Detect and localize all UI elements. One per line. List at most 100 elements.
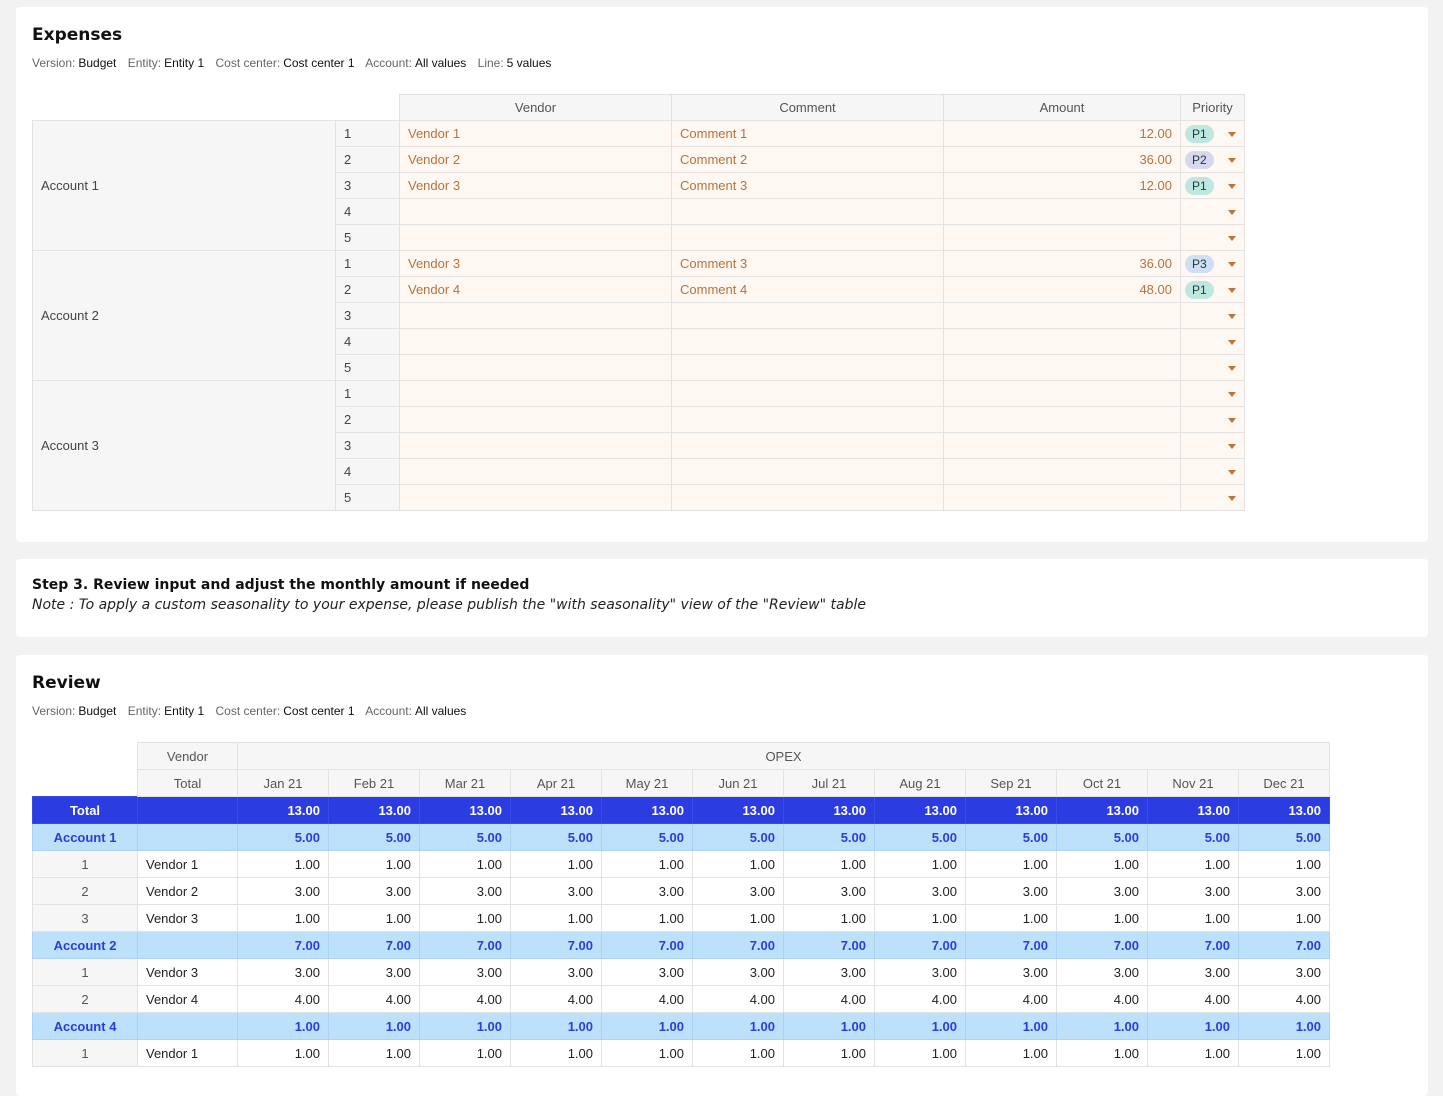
amount-cell[interactable]: 3.00	[510, 958, 602, 986]
amount-cell[interactable]: 3.00	[601, 958, 693, 986]
vendor-cell[interactable]	[399, 224, 672, 251]
filter-account[interactable]: Account: All values	[365, 56, 466, 70]
filter-entity[interactable]: Entity: Entity 1	[128, 704, 204, 718]
amount-cell[interactable]: 1.00	[237, 904, 329, 932]
amount-cell[interactable]: 1.00	[965, 850, 1057, 878]
amount-cell[interactable]	[943, 484, 1181, 511]
amount-cell[interactable]: 3.00	[692, 958, 784, 986]
comment-cell[interactable]	[671, 484, 944, 511]
chevron-down-icon[interactable]	[1228, 418, 1236, 423]
priority-select[interactable]	[1180, 198, 1245, 225]
chevron-down-icon[interactable]	[1228, 340, 1236, 345]
vendor-cell[interactable]: Vendor 3	[399, 250, 672, 277]
vendor-cell[interactable]: Vendor 4	[399, 276, 672, 303]
chevron-down-icon[interactable]	[1228, 288, 1236, 293]
amount-cell[interactable]: 36.00	[943, 146, 1181, 173]
amount-cell[interactable]: 1.00	[419, 850, 511, 878]
vendor-cell[interactable]	[399, 406, 672, 433]
comment-cell[interactable]: Comment 2	[671, 146, 944, 173]
comment-cell[interactable]: Comment 3	[671, 172, 944, 199]
amount-cell[interactable]: 3.00	[783, 877, 875, 905]
amount-cell[interactable]	[943, 406, 1181, 433]
amount-cell[interactable]: 4.00	[965, 985, 1057, 1013]
amount-cell[interactable]: 3.00	[1056, 877, 1148, 905]
comment-cell[interactable]: Comment 3	[671, 250, 944, 277]
amount-cell[interactable]: 1.00	[1147, 1039, 1239, 1067]
priority-select[interactable]: P1	[1180, 172, 1245, 199]
amount-cell[interactable]	[943, 458, 1181, 485]
vendor-cell[interactable]	[399, 198, 672, 225]
priority-select[interactable]	[1180, 302, 1245, 329]
comment-cell[interactable]	[671, 432, 944, 459]
amount-cell[interactable]: 3.00	[874, 877, 966, 905]
vendor-cell[interactable]: Vendor 1	[399, 120, 672, 147]
chevron-down-icon[interactable]	[1228, 236, 1236, 241]
amount-cell[interactable]: 3.00	[692, 877, 784, 905]
amount-cell[interactable]: 3.00	[328, 877, 420, 905]
amount-cell[interactable]: 4.00	[328, 985, 420, 1013]
amount-cell[interactable]: 1.00	[874, 1039, 966, 1067]
filter-version[interactable]: Version: Budget	[32, 704, 116, 718]
comment-cell[interactable]	[671, 302, 944, 329]
amount-cell[interactable]: 1.00	[1238, 1039, 1330, 1067]
filter-line[interactable]: Line: 5 values	[478, 56, 552, 70]
amount-cell[interactable]: 1.00	[237, 1039, 329, 1067]
amount-cell[interactable]: 4.00	[783, 985, 875, 1013]
amount-cell[interactable]: 1.00	[783, 904, 875, 932]
chevron-down-icon[interactable]	[1228, 132, 1236, 137]
amount-cell[interactable]: 3.00	[419, 958, 511, 986]
vendor-cell[interactable]	[399, 380, 672, 407]
comment-cell[interactable]: Comment 1	[671, 120, 944, 147]
amount-cell[interactable]: 4.00	[237, 985, 329, 1013]
amount-cell[interactable]: 4.00	[1147, 985, 1239, 1013]
amount-cell[interactable]: 3.00	[783, 958, 875, 986]
amount-cell[interactable]: 4.00	[419, 985, 511, 1013]
amount-cell[interactable]: 4.00	[601, 985, 693, 1013]
amount-cell[interactable]: 12.00	[943, 172, 1181, 199]
priority-select[interactable]	[1180, 432, 1245, 459]
amount-cell[interactable]: 3.00	[965, 877, 1057, 905]
priority-select[interactable]	[1180, 406, 1245, 433]
amount-cell[interactable]: 1.00	[510, 850, 602, 878]
amount-cell[interactable]: 1.00	[874, 904, 966, 932]
amount-cell[interactable]: 4.00	[1238, 985, 1330, 1013]
comment-cell[interactable]	[671, 224, 944, 251]
amount-cell[interactable]: 3.00	[1147, 877, 1239, 905]
amount-cell[interactable]	[943, 380, 1181, 407]
chevron-down-icon[interactable]	[1228, 392, 1236, 397]
amount-cell[interactable]: 48.00	[943, 276, 1181, 303]
priority-select[interactable]	[1180, 380, 1245, 407]
amount-cell[interactable]: 1.00	[783, 1039, 875, 1067]
amount-cell[interactable]	[943, 328, 1181, 355]
amount-cell[interactable]: 1.00	[328, 850, 420, 878]
amount-cell[interactable]: 1.00	[1238, 904, 1330, 932]
chevron-down-icon[interactable]	[1228, 314, 1236, 319]
amount-cell[interactable]	[943, 198, 1181, 225]
amount-cell[interactable]: 36.00	[943, 250, 1181, 277]
chevron-down-icon[interactable]	[1228, 496, 1236, 501]
filter-account[interactable]: Account: All values	[365, 704, 466, 718]
chevron-down-icon[interactable]	[1228, 210, 1236, 215]
vendor-cell[interactable]	[399, 458, 672, 485]
amount-cell[interactable]: 1.00	[783, 850, 875, 878]
vendor-cell[interactable]	[399, 328, 672, 355]
priority-select[interactable]: P2	[1180, 146, 1245, 173]
amount-cell[interactable]: 1.00	[1056, 904, 1148, 932]
comment-cell[interactable]	[671, 406, 944, 433]
amount-cell[interactable]: 4.00	[874, 985, 966, 1013]
amount-cell[interactable]: 3.00	[1056, 958, 1148, 986]
amount-cell[interactable]: 3.00	[965, 958, 1057, 986]
amount-cell[interactable]: 1.00	[328, 904, 420, 932]
priority-select[interactable]: P1	[1180, 276, 1245, 303]
priority-select[interactable]	[1180, 354, 1245, 381]
chevron-down-icon[interactable]	[1228, 444, 1236, 449]
amount-cell[interactable]: 1.00	[419, 1039, 511, 1067]
comment-cell[interactable]	[671, 328, 944, 355]
amount-cell[interactable]: 1.00	[965, 904, 1057, 932]
amount-cell[interactable]: 1.00	[237, 850, 329, 878]
amount-cell[interactable]: 3.00	[1238, 877, 1330, 905]
amount-cell[interactable]: 1.00	[601, 1039, 693, 1067]
vendor-cell[interactable]	[399, 432, 672, 459]
amount-cell[interactable]: 12.00	[943, 120, 1181, 147]
amount-cell[interactable]: 3.00	[1147, 958, 1239, 986]
